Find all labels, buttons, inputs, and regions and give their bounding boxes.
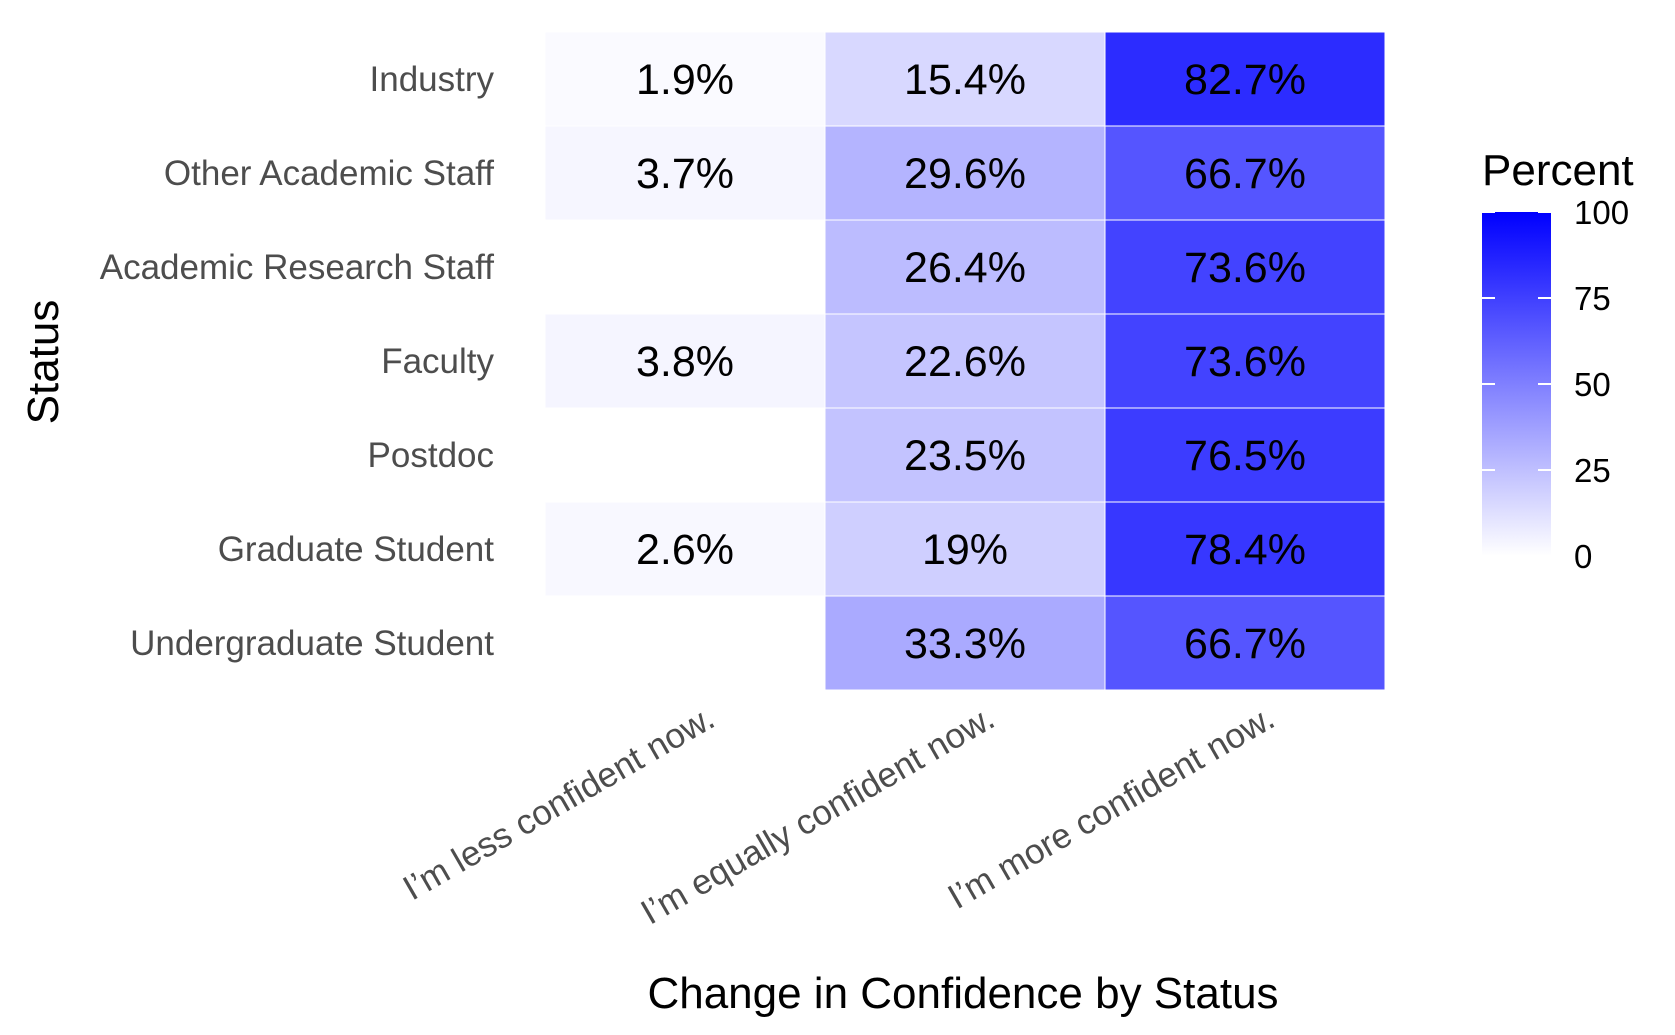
heatmap-cell-industry-2 — [824, 31, 1106, 127]
cell-value-label: 73.6% — [1184, 338, 1306, 386]
cell-value-label: 19% — [922, 526, 1008, 574]
legend-ticks: 0 25 50 75 100 — [1482, 194, 1629, 575]
cell-value-label: 3.7% — [636, 150, 734, 198]
legend: Percent 0 25 50 75 100 — [1482, 146, 1634, 575]
heatmap-cell-labels: 1.9% 15.4% 82.7% 3.7% 29.6% 66.7% 26.4% 73.6% 3.… — [636, 56, 1306, 668]
heatmap-cell-undergraduate-student-3 — [1104, 595, 1386, 691]
y-tick-label: Other Academic Staff — [164, 154, 494, 193]
heatmap-cell-academic-research-staff-3 — [1104, 219, 1386, 315]
legend-title: Percent — [1482, 146, 1634, 195]
y-tick-label: Undergraduate Student — [130, 624, 494, 663]
legend-tick-label: 0 — [1574, 538, 1592, 575]
y-tick-label: Graduate Student — [218, 530, 495, 569]
heatmap-cell-graduate-student-3 — [1104, 501, 1386, 597]
heatmap-cell-other-academic-staff-3 — [1104, 125, 1386, 221]
cell-value-label: 66.7% — [1184, 620, 1306, 668]
x-axis-tick-labels: I’m less confident now.I’m equally confi… — [397, 698, 1281, 932]
heatmap-cell-postdoc-2 — [824, 407, 1106, 503]
y-axis-tick-labels: Industry Other Academic Staff Academic Res… — [100, 60, 495, 663]
y-tick-label: Faculty — [381, 342, 494, 381]
heatmap-cell-industry-1 — [544, 31, 826, 127]
cell-value-label: 78.4% — [1184, 526, 1306, 574]
heatmap-cell-graduate-student-1 — [544, 501, 826, 597]
y-tick-label: Postdoc — [368, 436, 494, 475]
x-axis-title: Change in Confidence by Status — [647, 969, 1278, 1018]
cell-value-label: 73.6% — [1184, 244, 1306, 292]
cell-value-label: 22.6% — [904, 338, 1026, 386]
heatmap-cell-faculty-2 — [824, 313, 1106, 409]
cell-value-label: 23.5% — [904, 432, 1026, 480]
heatmap-cell-other-academic-staff-1 — [544, 125, 826, 221]
y-axis-title: Status — [19, 300, 68, 425]
cell-value-label: 76.5% — [1184, 432, 1306, 480]
cell-value-label: 26.4% — [904, 244, 1026, 292]
cell-value-label: 29.6% — [904, 150, 1026, 198]
heatmap-cell-graduate-student-2 — [824, 501, 1106, 597]
legend-tick-label: 100 — [1574, 194, 1629, 231]
heatmap-cells — [544, 31, 1386, 691]
y-tick-label: Academic Research Staff — [100, 248, 495, 287]
cell-value-label: 33.3% — [904, 620, 1026, 668]
heatmap-cell-industry-3 — [1104, 31, 1386, 127]
heatmap-cell-faculty-1 — [544, 313, 826, 409]
y-tick-label: Industry — [370, 60, 495, 99]
cell-value-label: 1.9% — [636, 56, 734, 104]
heatmap-cell-faculty-3 — [1104, 313, 1386, 409]
legend-tick-label: 75 — [1574, 280, 1611, 317]
cell-value-label: 2.6% — [636, 526, 734, 574]
heatmap-cell-other-academic-staff-2 — [824, 125, 1106, 221]
legend-tick-label: 50 — [1574, 366, 1611, 403]
legend-tick-label: 25 — [1574, 452, 1611, 489]
heatmap-cell-undergraduate-student-2 — [824, 595, 1106, 691]
cell-value-label: 82.7% — [1184, 56, 1306, 104]
heatmap-cell-postdoc-3 — [1104, 407, 1386, 503]
cell-value-label: 66.7% — [1184, 150, 1306, 198]
cell-value-label: 3.8% — [636, 338, 734, 386]
cell-value-label: 15.4% — [904, 56, 1026, 104]
